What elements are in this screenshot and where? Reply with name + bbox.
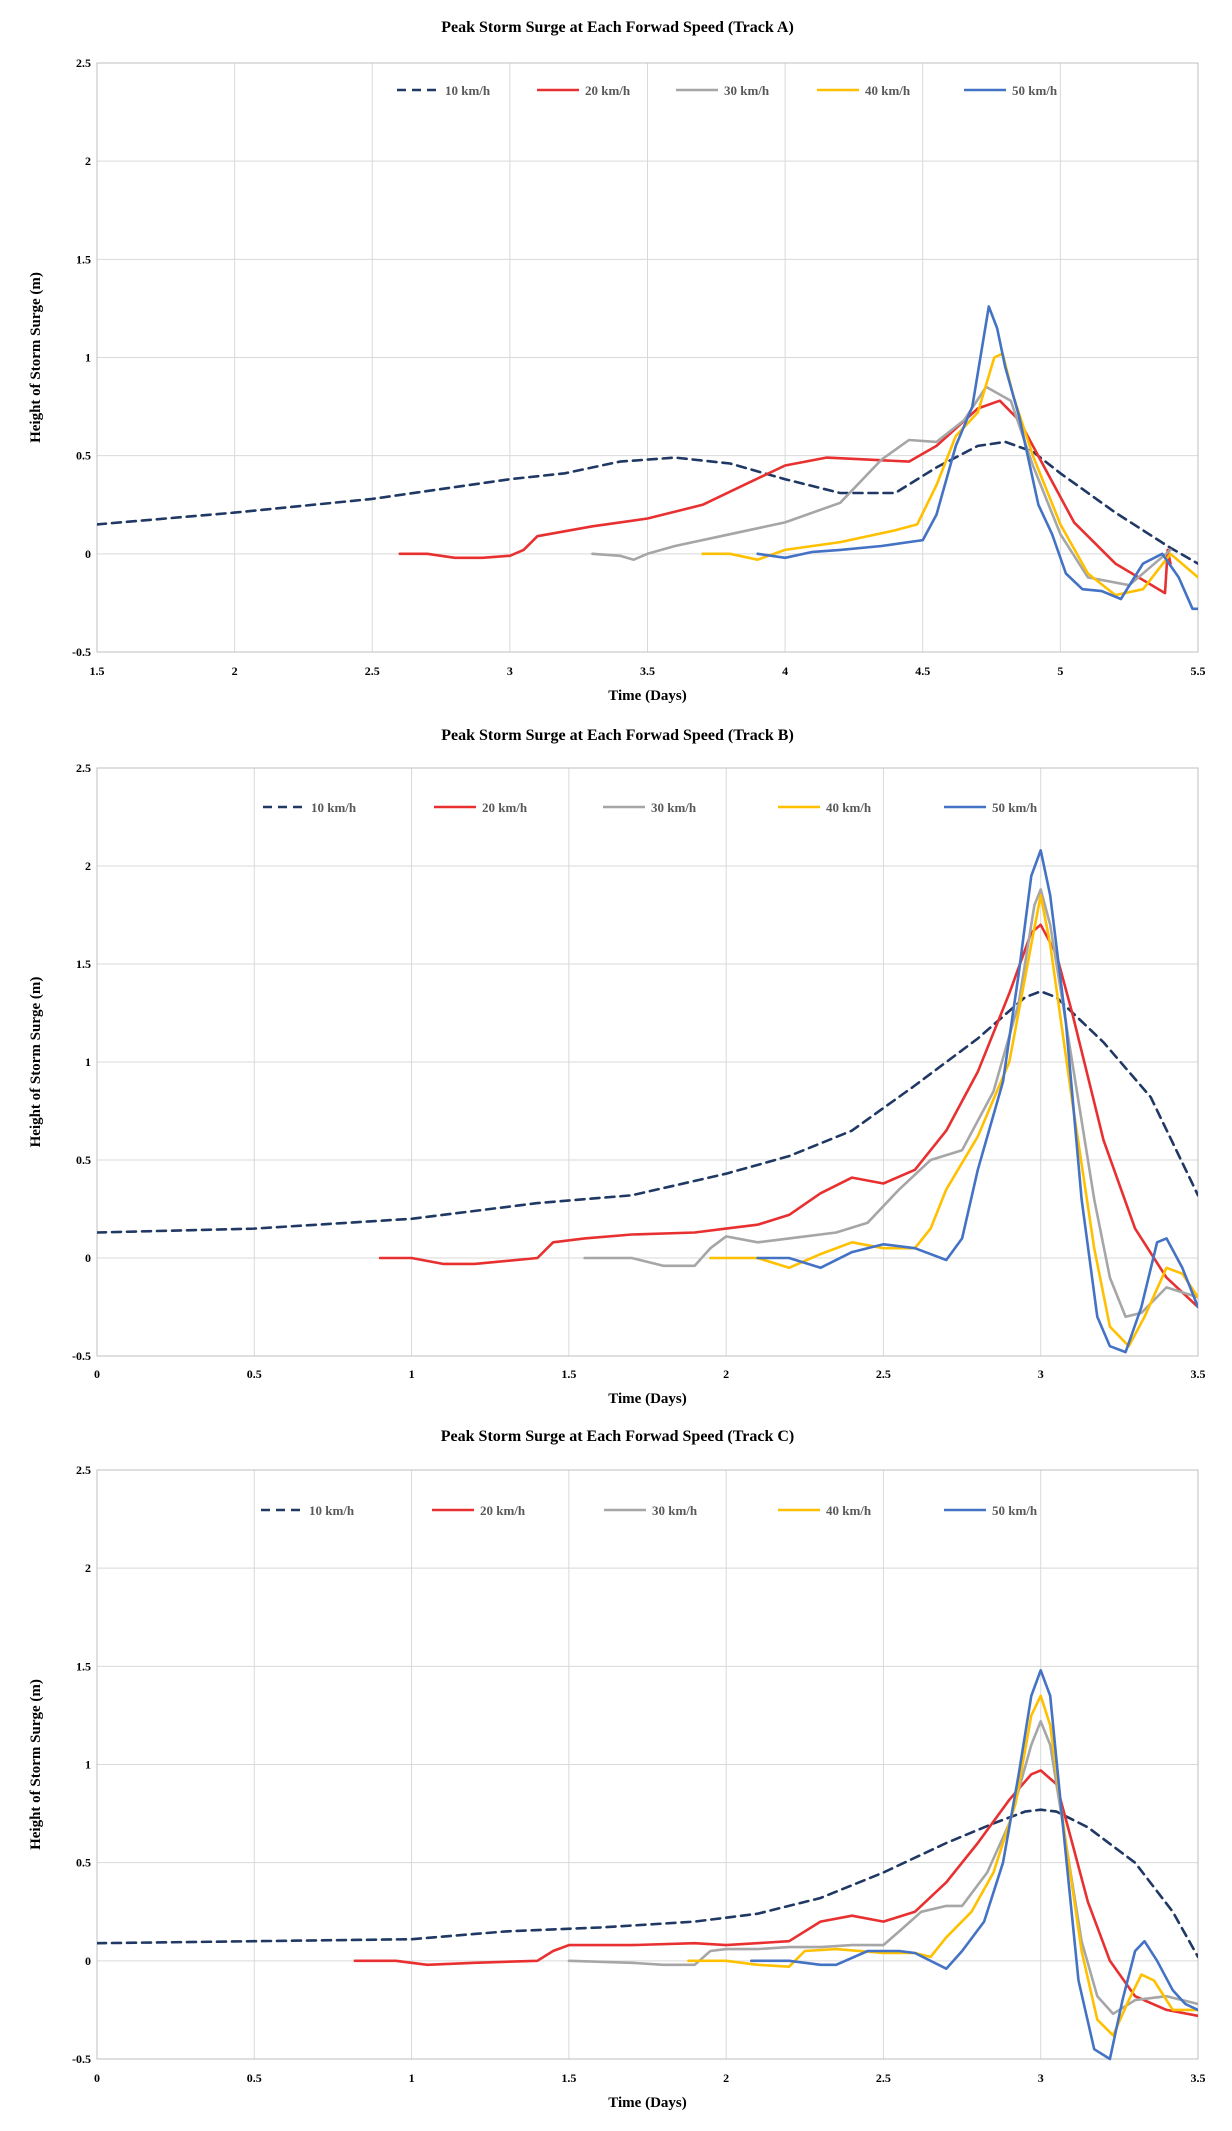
y-axis-label: Height of Storm Surge (m): [28, 272, 44, 443]
x-axis-label: Time (Days): [608, 1391, 686, 1407]
y-tick-label: 0: [85, 1251, 91, 1265]
y-tick-label: -0.5: [72, 1349, 91, 1363]
x-tick-label: 1.5: [561, 2071, 576, 2085]
chart-title: Peak Storm Surge at Each Forwad Speed (T…: [441, 19, 794, 36]
legend-label: 10 km/h: [445, 83, 491, 98]
legend-label: 40 km/h: [865, 83, 911, 98]
series-line-40-km-h: [709, 894, 1198, 1348]
x-tick-label: 1.5: [90, 664, 105, 678]
y-tick-label: 0: [85, 1954, 91, 1968]
legend-label: 50 km/h: [992, 1503, 1038, 1518]
legend-label: 30 km/h: [651, 800, 697, 815]
series-line-50-km-h: [756, 305, 1198, 611]
y-tick-label: 0.5: [76, 1856, 91, 1870]
y-tick-label: 2: [85, 859, 91, 873]
x-tick-label: 3.5: [1191, 2071, 1206, 2085]
y-tick-label: 0.5: [76, 1153, 91, 1167]
x-tick-label: 3.5: [1191, 1367, 1206, 1381]
x-tick-label: 1: [409, 2071, 415, 2085]
plot-area: [96, 1469, 1199, 2060]
legend-label: 20 km/h: [482, 800, 528, 815]
legend-label: 10 km/h: [309, 1503, 355, 1518]
x-tick-label: 2.5: [876, 1367, 891, 1381]
y-tick-label: -0.5: [72, 645, 91, 659]
y-tick-label: -0.5: [72, 2052, 91, 2066]
y-tick-label: 1.5: [76, 957, 91, 971]
legend-label: 10 km/h: [311, 800, 357, 815]
x-tick-label: 3: [507, 664, 513, 678]
y-axis-label: Height of Storm Surge (m): [28, 977, 44, 1148]
x-tick-label: 4: [782, 664, 788, 678]
y-tick-label: 2.5: [76, 1463, 91, 1477]
series-line-10-km-h: [97, 990, 1198, 1234]
series-line-20-km-h: [378, 923, 1198, 1309]
chart-3: Peak Storm Surge at Each Forwad Speed (T…: [28, 1428, 1206, 2111]
series-line-10-km-h: [97, 440, 1198, 565]
series-line-40-km-h: [687, 1694, 1198, 2037]
series-line-50-km-h: [750, 1669, 1198, 2061]
x-tick-label: 2.5: [876, 2071, 891, 2085]
y-tick-label: 1.5: [76, 252, 91, 266]
x-tick-label: 3: [1038, 1367, 1044, 1381]
legend-label: 50 km/h: [992, 800, 1038, 815]
legend-label: 20 km/h: [585, 83, 631, 98]
y-axis-label: Height of Storm Surge (m): [28, 1679, 44, 1850]
series-line-30-km-h: [583, 888, 1198, 1319]
chart-1: Peak Storm Surge at Each Forwad Speed (T…: [28, 19, 1206, 704]
series-line-20-km-h: [353, 1769, 1198, 2018]
y-tick-label: 2.5: [76, 761, 91, 775]
y-tick-label: 2: [85, 1561, 91, 1575]
x-axis-label: Time (Days): [608, 2095, 686, 2111]
legend-label: 40 km/h: [826, 1503, 872, 1518]
series-line-40-km-h: [701, 352, 1198, 597]
y-tick-label: 1: [85, 351, 91, 365]
x-tick-label: 5: [1057, 664, 1063, 678]
x-tick-label: 0: [94, 1367, 100, 1381]
x-tick-label: 1.5: [561, 1367, 576, 1381]
chart-2: Peak Storm Surge at Each Forwad Speed (T…: [28, 727, 1206, 1407]
legend-label: 30 km/h: [724, 83, 770, 98]
y-tick-label: 0.5: [76, 449, 91, 463]
x-tick-label: 3: [1038, 2071, 1044, 2085]
y-tick-label: 1: [85, 1055, 91, 1069]
y-tick-label: 1.5: [76, 1659, 91, 1673]
x-tick-label: 2: [723, 1367, 729, 1381]
series-line-30-km-h: [567, 1720, 1198, 2016]
legend-label: 30 km/h: [652, 1503, 698, 1518]
chart-title: Peak Storm Surge at Each Forwad Speed (T…: [441, 1428, 794, 1445]
series-line-20-km-h: [398, 399, 1172, 595]
plot-area: [96, 767, 1199, 1357]
series-line-10-km-h: [97, 1808, 1198, 1959]
x-tick-label: 0.5: [247, 2071, 262, 2085]
x-tick-label: 3.5: [640, 664, 655, 678]
x-tick-label: 0.5: [247, 1367, 262, 1381]
x-tick-label: 1: [409, 1367, 415, 1381]
y-tick-label: 2.5: [76, 56, 91, 70]
series-line-50-km-h: [756, 849, 1198, 1354]
y-tick-label: 0: [85, 547, 91, 561]
x-tick-label: 2: [723, 2071, 729, 2085]
chart-title: Peak Storm Surge at Each Forwad Speed (T…: [441, 727, 794, 744]
plot-area: [96, 62, 1199, 653]
y-tick-label: 2: [85, 154, 91, 168]
y-tick-label: 1: [85, 1758, 91, 1772]
x-tick-label: 5.5: [1191, 664, 1206, 678]
x-tick-label: 0: [94, 2071, 100, 2085]
series-line-30-km-h: [591, 385, 1172, 587]
legend-label: 40 km/h: [826, 800, 872, 815]
x-tick-label: 2: [232, 664, 238, 678]
x-tick-label: 4.5: [915, 664, 930, 678]
legend-label: 20 km/h: [480, 1503, 526, 1518]
x-tick-label: 2.5: [365, 664, 380, 678]
legend-label: 50 km/h: [1012, 83, 1058, 98]
x-axis-label: Time (Days): [608, 688, 686, 704]
